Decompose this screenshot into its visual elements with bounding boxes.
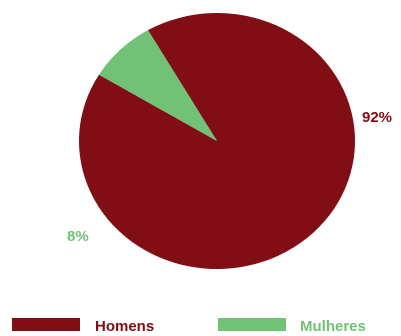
legend-swatch-homens bbox=[12, 318, 80, 331]
legend-label-mulheres: Mulheres bbox=[300, 318, 366, 335]
legend-label-homens: Homens bbox=[95, 318, 154, 335]
slice-label-mulheres: 8% bbox=[67, 228, 89, 245]
pie-slice-homens bbox=[78, 12, 355, 269]
slice-label-homens: 92% bbox=[362, 109, 392, 126]
pie-slices bbox=[78, 12, 355, 269]
pie-slice-mulheres bbox=[98, 30, 217, 141]
legend-swatch-mulheres bbox=[218, 318, 286, 331]
legend: Homens Mulheres bbox=[12, 318, 366, 335]
